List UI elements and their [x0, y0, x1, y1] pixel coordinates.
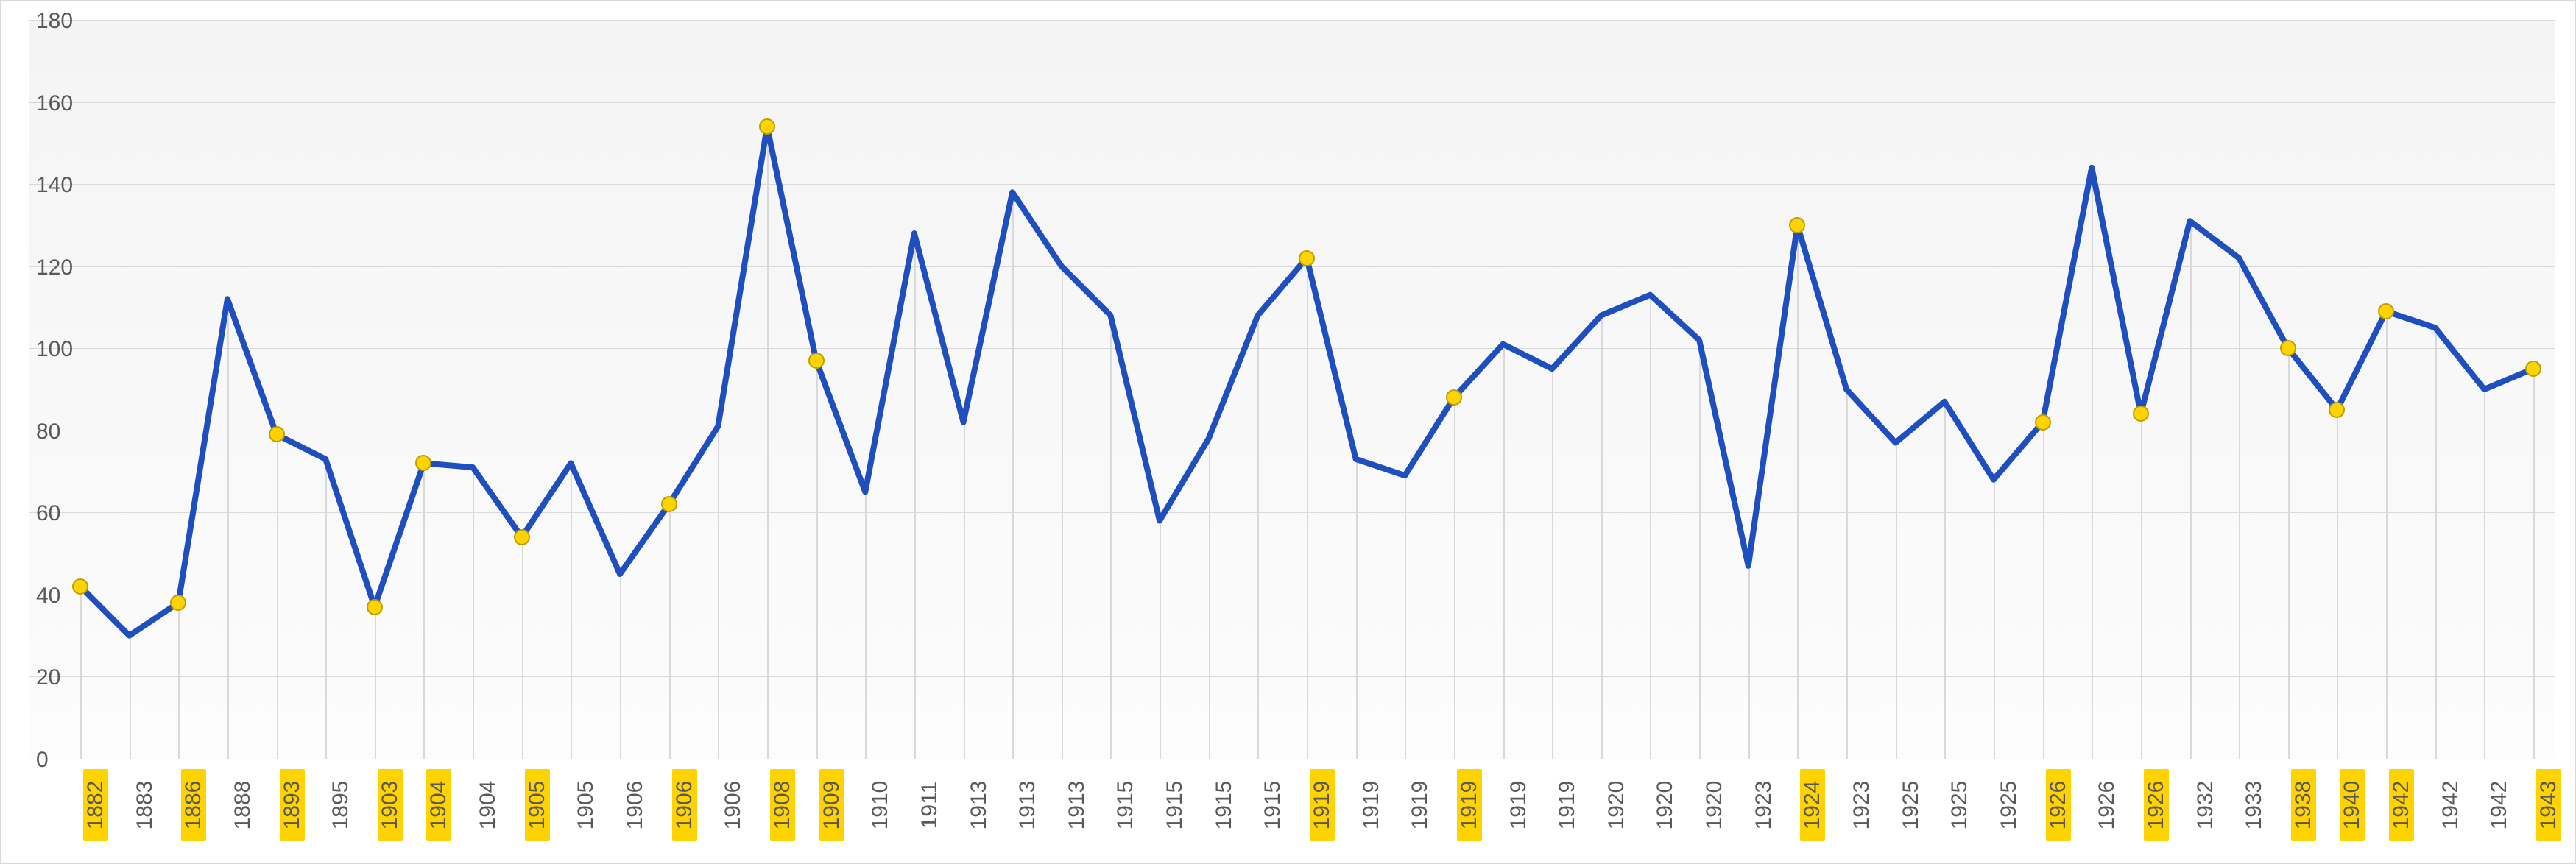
x-tick-label: 1926: [2095, 769, 2120, 841]
x-tick-label: 1925: [1947, 769, 1972, 841]
data-marker: [2378, 303, 2394, 319]
x-tick-label: 1942: [2487, 769, 2512, 841]
x-tick-label: 1943: [2536, 769, 2561, 841]
data-marker: [415, 455, 431, 471]
x-tick-label: 1882: [83, 769, 108, 841]
x-tick-label: 1893: [280, 769, 305, 841]
x-tick-label: 1933: [2242, 769, 2267, 841]
x-tick-label: 1913: [1015, 769, 1040, 841]
x-tick-label: 1926: [2144, 769, 2169, 841]
x-tick-label: 1908: [770, 769, 795, 841]
data-marker: [2035, 414, 2051, 431]
plot-area: 020406080100120140160180: [29, 20, 2555, 759]
x-tick-label: 1920: [1702, 769, 1727, 841]
data-marker: [2280, 340, 2296, 356]
x-tick-label: 1903: [378, 769, 403, 841]
x-tick-label: 1906: [623, 769, 648, 841]
x-tick-label: 1911: [917, 769, 942, 841]
x-tick-label: 1915: [1162, 769, 1188, 841]
x-tick-label: 1938: [2291, 769, 2316, 841]
x-tick-label: 1915: [1113, 769, 1138, 841]
data-marker: [170, 595, 186, 611]
x-tick-label: 1904: [476, 769, 501, 841]
data-marker: [2329, 402, 2345, 418]
x-tick-label: 1923: [1849, 769, 1874, 841]
data-marker: [72, 578, 88, 595]
data-marker: [1299, 250, 1315, 266]
x-tick-label: 1925: [1997, 769, 2022, 841]
data-marker: [514, 529, 530, 545]
x-tick-label: 1886: [181, 769, 206, 841]
data-marker: [759, 118, 775, 135]
x-tick-label: 1920: [1604, 769, 1629, 841]
x-tick-label: 1919: [1457, 769, 1482, 841]
x-tick-label: 1909: [819, 769, 844, 841]
x-tick-label: 1919: [1310, 769, 1335, 841]
x-tick-label: 1915: [1212, 769, 1237, 841]
x-tick-label: 1926: [2046, 769, 2071, 841]
x-tick-label: 1919: [1408, 769, 1433, 841]
data-marker: [367, 599, 383, 615]
x-tick-label: 1904: [426, 769, 451, 841]
chart-frame: 020406080100120140160180 1882 1883 1886 1888…: [0, 0, 2576, 864]
x-tick-label: 1883: [133, 769, 158, 841]
data-marker: [661, 496, 677, 512]
x-tick-label: 1942: [2438, 769, 2463, 841]
x-tick-label: 1925: [1899, 769, 1924, 841]
x-tick-label: 1906: [721, 769, 746, 841]
x-tick-label: 1888: [230, 769, 255, 841]
data-marker: [2525, 361, 2541, 377]
x-tick-label: 1906: [672, 769, 697, 841]
x-tick-label: 1919: [1555, 769, 1580, 841]
x-tick-label: 1942: [2389, 769, 2414, 841]
x-tick-label: 1940: [2340, 769, 2365, 841]
x-tick-label: 1913: [1065, 769, 1090, 841]
data-marker: [808, 353, 825, 369]
data-marker: [269, 426, 285, 442]
x-tick-label: 1919: [1506, 769, 1531, 841]
x-tick-label: 1915: [1260, 769, 1285, 841]
x-tick-label: 1932: [2193, 769, 2218, 841]
x-tick-label: 1920: [1653, 769, 1678, 841]
x-tick-label: 1895: [328, 769, 353, 841]
line-series: [29, 20, 2555, 759]
x-tick-label: 1905: [525, 769, 550, 841]
x-tick-label: 1923: [1751, 769, 1776, 841]
x-tick-label: 1913: [967, 769, 992, 841]
data-marker: [1789, 217, 1805, 233]
x-tick-label: 1919: [1359, 769, 1384, 841]
x-tick-label: 1910: [868, 769, 893, 841]
data-marker: [1446, 389, 1462, 406]
data-marker: [2133, 406, 2149, 422]
x-tick-label: 1924: [1800, 769, 1825, 841]
x-tick-label: 1905: [574, 769, 599, 841]
